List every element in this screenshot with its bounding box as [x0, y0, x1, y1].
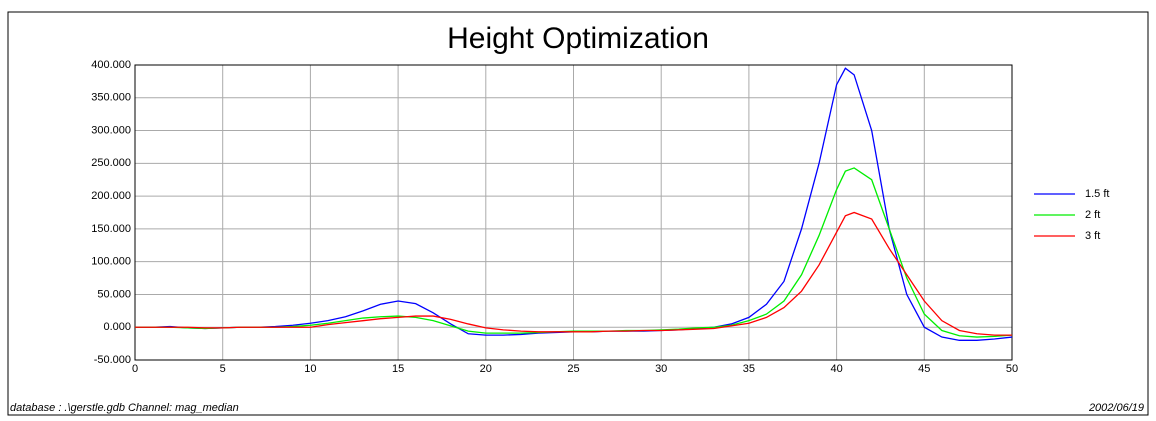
plot-area: [134, 64, 1013, 361]
legend-label: 3 ft: [1085, 230, 1100, 242]
y-tick-label: 400.000: [91, 59, 131, 71]
chart-title: Height Optimization: [447, 22, 709, 55]
x-tick-label: 0: [132, 363, 138, 375]
series-line: [135, 211, 1012, 336]
y-tick-label: 200.000: [91, 190, 131, 202]
y-tick-label: 250.000: [91, 157, 131, 169]
y-tick-label: -50.000: [94, 354, 131, 366]
footer-right: 2002/06/19: [1088, 402, 1144, 414]
y-tick-label: 100.000: [91, 256, 131, 268]
x-tick-label: 25: [567, 363, 579, 375]
y-tick-label: 0.000: [103, 321, 131, 333]
y-tick-label: 350.000: [91, 92, 131, 104]
frame: [7, 11, 1149, 416]
y-tick-label: 50.000: [97, 288, 131, 300]
x-tick-label: 10: [304, 363, 316, 375]
footer-left: database : .\gerstle.gdb Channel: mag_me…: [10, 402, 239, 414]
x-tick-label: 20: [480, 363, 492, 375]
y-tick-label: 150.000: [91, 223, 131, 235]
x-tick-label: 40: [830, 363, 842, 375]
y-tick-label: 300.000: [91, 124, 131, 136]
x-tick-label: 50: [1006, 363, 1018, 375]
x-tick-label: 35: [743, 363, 755, 375]
legend-label: 2 ft: [1085, 209, 1100, 221]
x-tick-label: 45: [918, 363, 930, 375]
x-tick-label: 5: [220, 363, 226, 375]
x-tick-label: 15: [392, 363, 404, 375]
x-tick-label: 30: [655, 363, 667, 375]
legend-label: 1.5 ft: [1085, 188, 1109, 200]
